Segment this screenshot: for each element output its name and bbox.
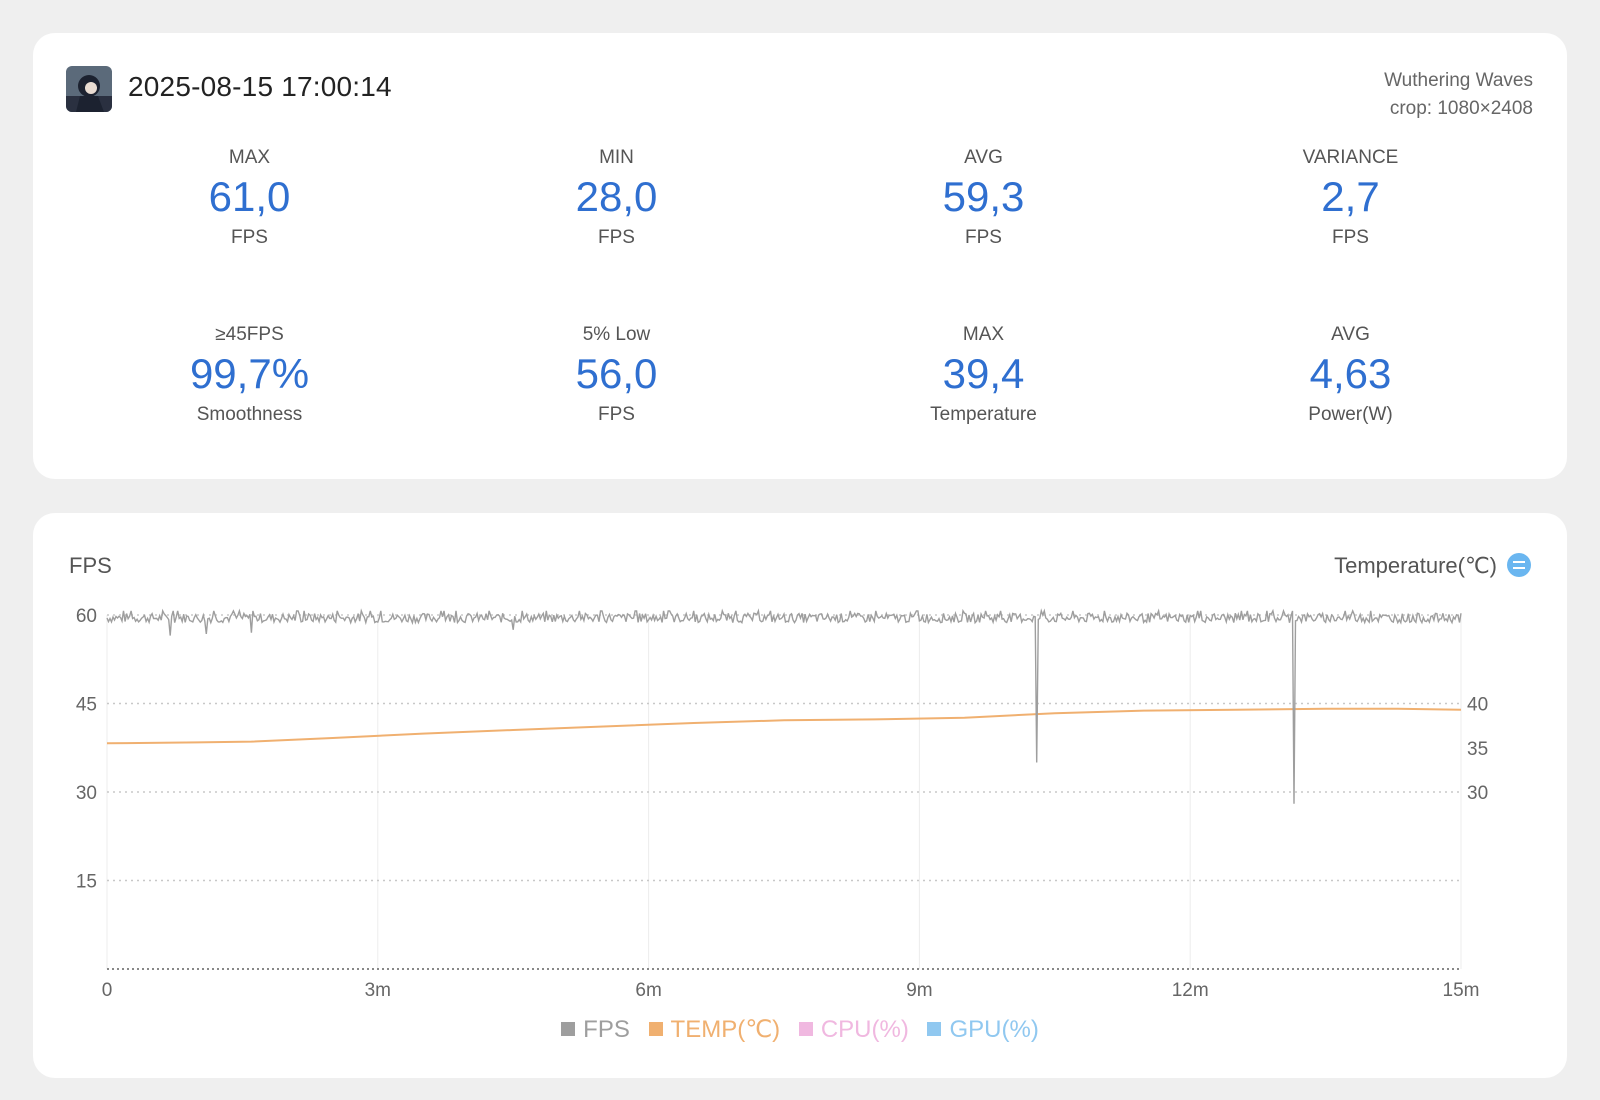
stat-value: 61,0	[208, 173, 291, 220]
stat-unit: FPS	[965, 227, 1002, 248]
stat-value: 99,7%	[189, 350, 310, 397]
stat-smoothness: ≥45FPS 99,7% Smoothness	[66, 322, 433, 442]
stat-unit: Smoothness	[196, 404, 303, 425]
stat-unit: Power(W)	[1308, 404, 1393, 425]
stat-label: MAX	[228, 147, 271, 168]
game-avatar-icon	[66, 66, 112, 112]
stat-unit: Temperature	[930, 404, 1037, 425]
stat-avg-fps: AVG 59,3 FPS	[800, 145, 1167, 265]
stat-unit: FPS	[598, 227, 635, 248]
legend-fps[interactable]: FPS	[561, 1016, 630, 1044]
y2-axis-title: Temperature(℃)	[1334, 553, 1497, 578]
legend-swatch	[561, 1022, 576, 1036]
stat-unit: FPS	[231, 227, 268, 248]
stat-value: 4,63	[1309, 350, 1392, 397]
stat-value: 56,0	[575, 350, 658, 397]
stat-label: MAX	[962, 324, 1005, 345]
stat-label: MIN	[599, 147, 634, 168]
stat-5pct-low: 5% Low 56,0 FPS	[433, 322, 800, 442]
summary-card: 2025-08-15 17:00:14 Wuthering Waves crop…	[33, 33, 1567, 479]
stat-min-fps: MIN 28,0 FPS	[433, 145, 800, 265]
temp-series-line	[106, 707, 1462, 745]
fps-temperature-chart: 0 3m 6m 9m 12m 15m 15 30 45 60 30 35 40	[76, 606, 1488, 1001]
stat-max-temperature: MAX 39,4 Temperature	[800, 322, 1167, 442]
legend-swatch	[927, 1022, 942, 1036]
x-tick-label: 9m	[906, 980, 932, 1001]
stat-value: 2,7	[1321, 173, 1380, 220]
stat-value: 39,4	[942, 350, 1025, 397]
legend-label: GPU(%)	[949, 1016, 1039, 1043]
legend-gpu[interactable]: GPU(%)	[927, 1016, 1039, 1044]
y2-tick-label: 40	[1467, 695, 1488, 716]
x-tick-label: 0	[102, 980, 113, 1001]
legend-swatch	[648, 1022, 663, 1036]
x-tick-label: 12m	[1172, 980, 1209, 1001]
legend-cpu[interactable]: CPU(%)	[798, 1016, 909, 1044]
chart-card: FPS Temperature(℃) 0 3m 6m 9m 12m 15m 15 30 45 60…	[33, 513, 1567, 1078]
stat-value: 28,0	[575, 173, 658, 220]
y-tick-label: 30	[76, 783, 97, 804]
stat-unit: FPS	[598, 404, 635, 425]
x-tick-label: 15m	[1443, 980, 1480, 1001]
session-datetime: 2025-08-15 17:00:14	[128, 71, 392, 102]
stat-variance: VARIANCE 2,7 FPS	[1167, 145, 1534, 265]
stats-grid: MAX 61,0 FPS MIN 28,0 FPS AVG 59,3 FPS V…	[66, 145, 1534, 442]
legend-label: FPS	[583, 1016, 630, 1043]
stat-label: AVG	[1331, 324, 1370, 345]
game-name: Wuthering Waves	[1384, 70, 1533, 91]
y2-tick-label: 30	[1467, 783, 1488, 804]
y-tick-label: 60	[76, 606, 97, 627]
y-tick-label: 15	[76, 872, 97, 893]
stat-label: AVG	[964, 147, 1003, 168]
stat-value: 59,3	[942, 173, 1025, 220]
y-tick-label: 45	[76, 695, 97, 716]
stat-label: ≥45FPS	[215, 324, 284, 345]
y2-tick-label: 35	[1467, 739, 1488, 760]
x-tick-label: 3m	[365, 980, 391, 1001]
chart-legend: FPS TEMP(℃) CPU(%) GPU(%)	[33, 1015, 1567, 1044]
stat-max-fps: MAX 61,0 FPS	[66, 145, 433, 265]
stat-avg-power: AVG 4,63 Power(W)	[1167, 322, 1534, 442]
session-info: Wuthering Waves crop: 1080×2408	[1384, 67, 1533, 123]
stat-label: 5% Low	[582, 324, 651, 345]
fps-series-line	[106, 608, 1462, 804]
resolution-text: crop: 1080×2408	[1389, 98, 1533, 119]
legend-label: CPU(%)	[820, 1016, 909, 1043]
legend-swatch	[798, 1022, 813, 1036]
x-tick-label: 6m	[635, 980, 661, 1001]
stat-label: VARIANCE	[1302, 147, 1399, 168]
legend-label: TEMP(℃)	[670, 1016, 781, 1043]
legend-temp[interactable]: TEMP(℃)	[648, 1015, 781, 1044]
swap-axis-icon[interactable]	[1507, 553, 1531, 577]
y-axis-title: FPS	[69, 553, 112, 578]
stat-unit: FPS	[1332, 227, 1369, 248]
